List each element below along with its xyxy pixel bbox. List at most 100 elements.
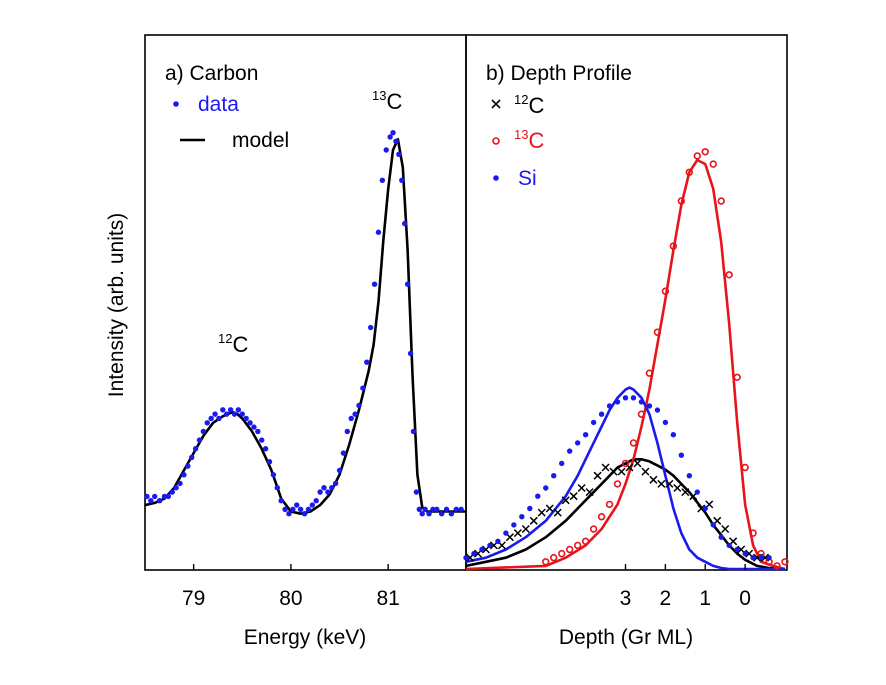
y-axis-label: Intensity (arb. units)	[105, 213, 128, 397]
13c-data-point	[581, 537, 590, 545]
panel-a-plot	[144, 129, 466, 517]
data-point	[188, 454, 195, 461]
data-point	[290, 506, 296, 513]
13c-model-line	[465, 158, 786, 571]
x-tick-label: 0	[739, 587, 751, 610]
data-point	[259, 437, 265, 443]
data-point	[309, 502, 316, 508]
data-point	[294, 502, 300, 508]
data-point	[379, 177, 386, 183]
12c-model-line	[465, 458, 786, 571]
data-point	[332, 480, 339, 487]
annotation-12c: 12C	[218, 331, 248, 357]
12c-data-point	[529, 516, 538, 525]
si-data-point	[750, 555, 756, 561]
data-point	[192, 446, 199, 452]
13c-data-point	[629, 439, 638, 447]
legend-data-label: data	[198, 93, 239, 116]
data-point	[336, 467, 343, 474]
12c-data-point	[577, 483, 586, 493]
data-point	[407, 350, 414, 357]
data-point	[200, 428, 207, 435]
si-data-point	[463, 555, 469, 561]
si-data-point	[662, 419, 669, 426]
si-data-point	[574, 440, 581, 446]
legend-13c-label: 13C	[514, 127, 544, 153]
data-point	[196, 437, 203, 443]
si-data-point	[606, 403, 613, 409]
13c-data-point	[589, 525, 598, 533]
si-data-point	[479, 546, 485, 553]
data-point	[419, 511, 425, 517]
data-point	[360, 385, 366, 391]
data-point	[387, 134, 393, 140]
13c-data-point	[685, 168, 694, 177]
data-point	[301, 511, 308, 517]
13c-data-point	[725, 271, 733, 279]
legend-13c-marker	[492, 137, 500, 145]
data-point	[270, 472, 277, 478]
data-point	[396, 151, 402, 158]
data-point	[224, 411, 230, 417]
data-point	[404, 281, 411, 287]
si-data-point	[622, 395, 629, 401]
13c-data-point	[605, 500, 614, 509]
si-data-point	[742, 550, 748, 557]
13c-data-point	[637, 410, 646, 418]
data-point	[173, 485, 179, 491]
data-point	[165, 493, 172, 500]
data-point	[156, 498, 163, 504]
13c-data-point	[550, 553, 558, 562]
12c-data-point	[545, 504, 554, 513]
si-data-point	[503, 530, 509, 536]
si-data-point	[566, 448, 573, 454]
12c-data-point	[561, 496, 570, 505]
data-point	[235, 407, 242, 413]
data-point	[177, 480, 183, 487]
data-point	[371, 281, 378, 287]
si-data-point	[559, 460, 565, 467]
12c-data-point	[593, 471, 602, 480]
si-data-point	[758, 555, 764, 561]
si-data-point	[630, 395, 637, 401]
data-point	[251, 424, 257, 430]
si-data-point	[511, 522, 517, 528]
data-point	[344, 428, 351, 435]
data-point	[243, 415, 249, 422]
data-point	[367, 324, 374, 331]
si-data-point	[654, 407, 661, 413]
13c-data-point	[645, 369, 654, 377]
data-point	[262, 446, 269, 452]
13c-data-point	[709, 160, 717, 168]
12c-data-point	[721, 524, 730, 534]
12c-data-point	[513, 529, 522, 538]
13c-data-point	[565, 545, 574, 554]
13c-data-point	[621, 459, 630, 468]
13c-data-point	[773, 562, 781, 570]
data-point	[161, 493, 168, 500]
legend-12c-label: 12C	[514, 92, 544, 118]
13c-data-point	[573, 541, 582, 550]
data-point	[410, 428, 417, 435]
panel-a-frame	[144, 34, 467, 571]
panel-a-x-ticks: 79 80 81	[182, 564, 400, 610]
legend-model-label: model	[232, 129, 289, 152]
data-point	[422, 506, 428, 513]
x-tick-label: 1	[699, 587, 711, 610]
12c-data-point	[569, 492, 578, 501]
si-data-point	[598, 411, 605, 417]
panel-b-x-ticks: 3 2 1 0	[620, 564, 751, 610]
si-data-point	[535, 493, 541, 499]
data-point	[443, 506, 450, 513]
panel-a: 79 80 81 a) Carbon data model 12C 13C Ener…	[144, 34, 467, 649]
data-point	[204, 420, 210, 426]
12c-data-point	[697, 504, 706, 513]
data-point	[453, 506, 459, 513]
data-point	[393, 138, 399, 145]
si-data-point	[670, 432, 677, 438]
panel-b: 3 2 1 0 b) Depth Profile 12C 13C Si Depth (…	[463, 34, 789, 649]
si-data-point	[638, 399, 645, 405]
si-data-point	[678, 452, 685, 458]
13c-data-point	[597, 512, 606, 521]
